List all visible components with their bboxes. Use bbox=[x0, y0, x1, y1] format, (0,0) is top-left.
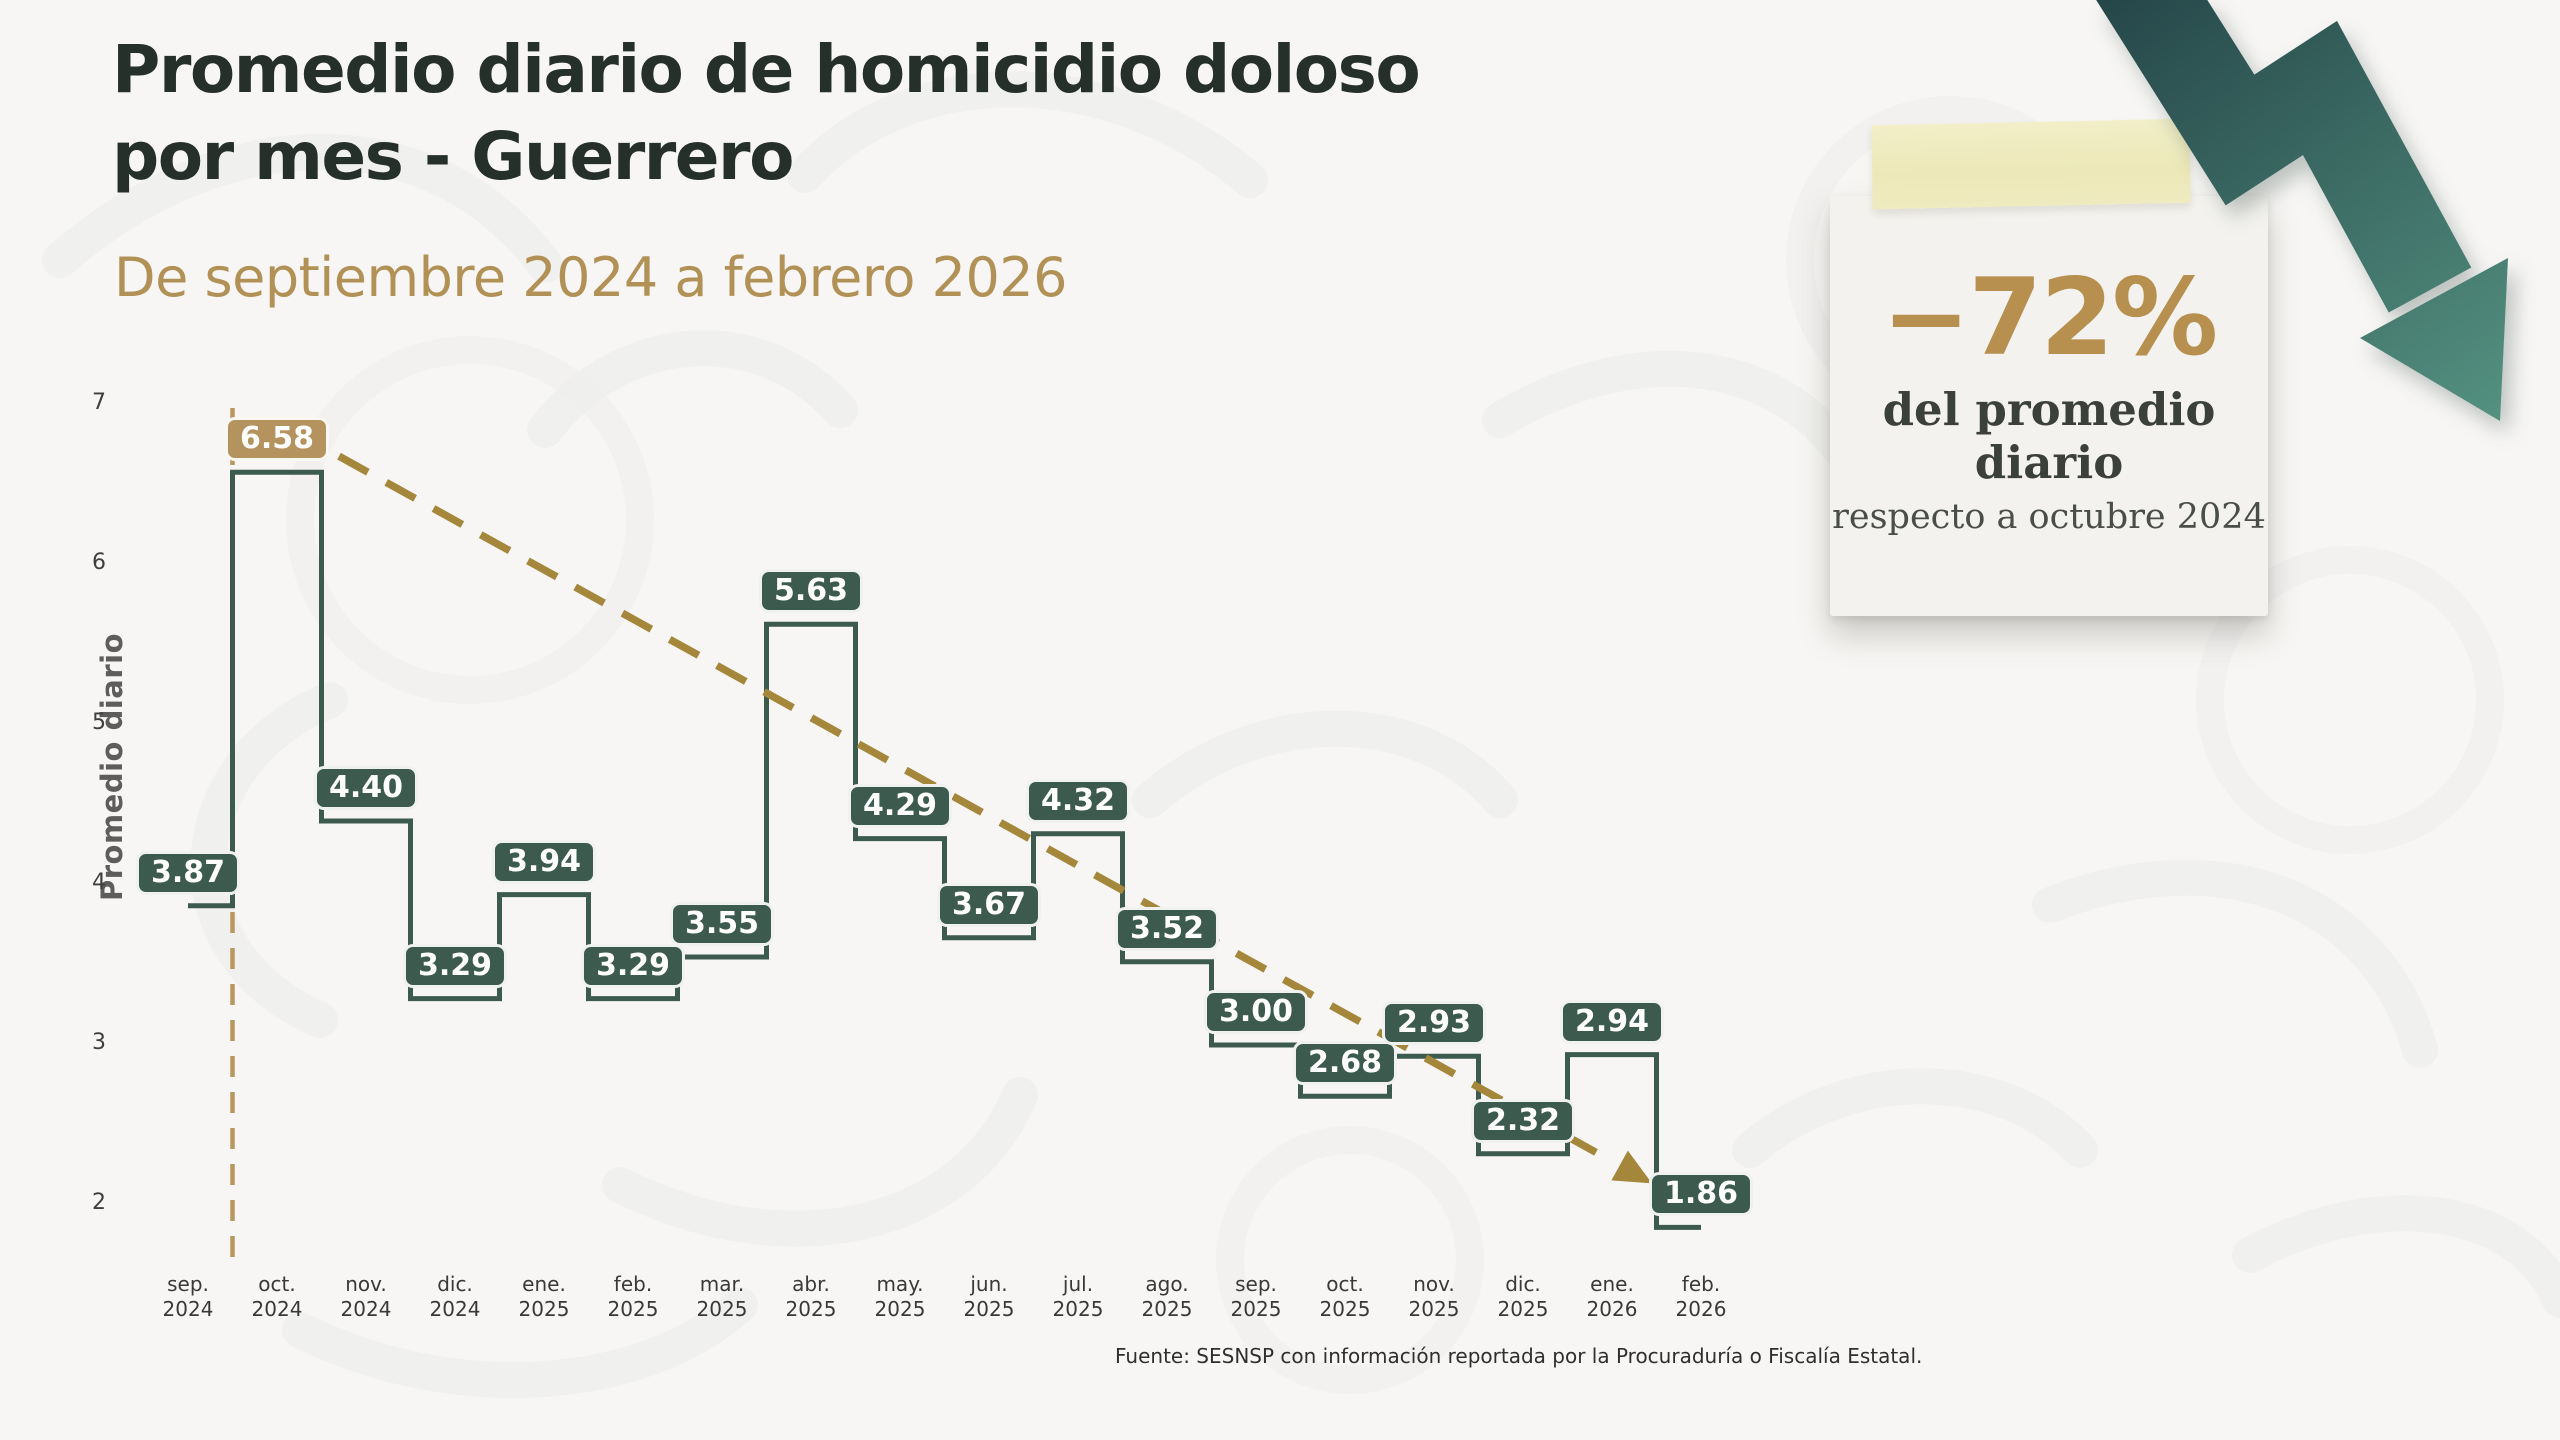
x-tick-label: nov. 2024 bbox=[340, 1272, 392, 1321]
y-tick-label: 2 bbox=[92, 1190, 106, 1215]
x-tick-label: ene. 2025 bbox=[518, 1272, 570, 1321]
y-tick-label: 7 bbox=[92, 390, 106, 415]
x-tick-label: may. 2025 bbox=[874, 1272, 926, 1321]
y-tick-label: 4 bbox=[92, 870, 106, 895]
value-label: 3.52 bbox=[1114, 906, 1220, 951]
value-label: 2.68 bbox=[1292, 1041, 1398, 1086]
value-label: 2.94 bbox=[1559, 999, 1665, 1044]
x-tick-label: feb. 2026 bbox=[1675, 1272, 1727, 1321]
page-title: Promedio diario de homicidio doloso por … bbox=[112, 26, 1421, 200]
value-label: 3.67 bbox=[936, 882, 1042, 927]
value-label: 3.87 bbox=[135, 850, 241, 895]
value-label: 2.93 bbox=[1381, 1001, 1487, 1046]
value-label: 1.86 bbox=[1648, 1172, 1754, 1217]
y-tick-label: 5 bbox=[92, 710, 106, 735]
callout-card: −72% del promedio diario respecto a octu… bbox=[1830, 196, 2268, 616]
value-label: 2.32 bbox=[1470, 1098, 1576, 1143]
x-tick-label: jul. 2025 bbox=[1052, 1272, 1104, 1321]
x-tick-label: oct. 2024 bbox=[251, 1272, 303, 1321]
callout-line2: respecto a octubre 2024 bbox=[1832, 496, 2266, 537]
value-label: 4.32 bbox=[1025, 778, 1131, 823]
value-label: 3.29 bbox=[580, 943, 686, 988]
trend-dashed-line bbox=[337, 452, 1598, 1156]
x-tick-label: sep. 2025 bbox=[1230, 1272, 1282, 1321]
value-label: 3.29 bbox=[402, 943, 508, 988]
value-label: 3.00 bbox=[1203, 990, 1309, 1034]
trend-arrowhead-icon bbox=[1611, 1150, 1652, 1184]
x-tick-label: sep. 2024 bbox=[162, 1272, 214, 1321]
value-label: 3.55 bbox=[669, 902, 775, 946]
y-tick-label: 3 bbox=[92, 1030, 106, 1055]
downward-trend-arrow-icon bbox=[2096, 0, 2508, 421]
x-tick-label: oct. 2025 bbox=[1319, 1272, 1371, 1321]
x-tick-label: feb. 2025 bbox=[607, 1272, 659, 1321]
x-tick-label: jun. 2025 bbox=[963, 1272, 1015, 1321]
x-tick-label: nov. 2025 bbox=[1408, 1272, 1460, 1321]
title-line1: Promedio diario de homicidio doloso bbox=[112, 31, 1421, 108]
callout-line1: del promedio diario bbox=[1882, 382, 2216, 489]
value-label: 4.29 bbox=[847, 783, 953, 828]
x-tick-label: dic. 2024 bbox=[429, 1272, 481, 1321]
x-tick-label: mar. 2025 bbox=[696, 1272, 748, 1321]
x-tick-label: ago. 2025 bbox=[1141, 1272, 1193, 1321]
value-label: 3.94 bbox=[491, 839, 597, 884]
title-line2: por mes - Guerrero bbox=[112, 118, 794, 196]
x-tick-label: abr. 2025 bbox=[785, 1272, 837, 1321]
value-label: 4.40 bbox=[313, 766, 419, 810]
subtitle: De septiembre 2024 a febrero 2026 bbox=[114, 246, 1068, 309]
x-tick-label: ene. 2026 bbox=[1586, 1272, 1638, 1321]
y-tick-label: 6 bbox=[92, 550, 106, 575]
source-note: Fuente: SESNSP con información reportada… bbox=[1115, 1344, 1923, 1368]
value-label: 5.63 bbox=[758, 569, 864, 614]
callout-percent: −72% bbox=[1881, 256, 2219, 379]
value-label: 6.58 bbox=[224, 417, 330, 462]
x-tick-label: dic. 2025 bbox=[1497, 1272, 1549, 1321]
